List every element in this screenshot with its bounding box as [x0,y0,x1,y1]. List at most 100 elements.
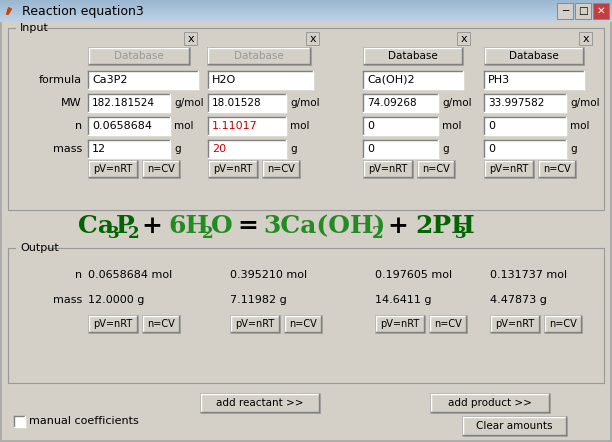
Text: 0.197605 mol: 0.197605 mol [375,270,452,280]
FancyBboxPatch shape [207,47,311,65]
Text: g: g [290,144,297,154]
Text: Input: Input [20,23,49,33]
Polygon shape [208,94,286,112]
Text: pV=nRT: pV=nRT [236,319,275,329]
Text: Reaction equation3: Reaction equation3 [22,4,144,18]
Polygon shape [208,140,286,158]
Text: ✕: ✕ [597,6,605,16]
Polygon shape [484,71,584,89]
Text: pV=nRT: pV=nRT [214,164,253,174]
Text: 2PH: 2PH [415,214,475,238]
Text: mol: mol [570,121,589,131]
Text: mol: mol [442,121,461,131]
FancyBboxPatch shape [575,3,591,19]
Text: n=CV: n=CV [549,319,577,329]
Text: formula: formula [39,75,82,85]
Text: 2: 2 [372,225,384,242]
Text: 2: 2 [202,225,214,242]
Text: 0: 0 [488,121,495,131]
FancyBboxPatch shape [88,160,138,178]
Polygon shape [88,140,170,158]
Text: pV=nRT: pV=nRT [94,164,133,174]
FancyBboxPatch shape [0,8,612,9]
FancyBboxPatch shape [579,32,592,45]
Text: mol: mol [174,121,193,131]
Text: Output: Output [20,243,59,253]
Text: 0: 0 [367,144,374,154]
FancyBboxPatch shape [593,3,609,19]
Text: Clear amounts: Clear amounts [476,421,553,431]
Polygon shape [88,117,170,135]
Text: 0: 0 [367,121,374,131]
Text: H2O: H2O [212,75,236,85]
FancyBboxPatch shape [0,1,612,2]
Text: 182.181524: 182.181524 [92,98,155,108]
Text: 33.997582: 33.997582 [488,98,545,108]
FancyBboxPatch shape [0,2,612,3]
FancyBboxPatch shape [142,160,180,178]
Text: O: O [211,214,233,238]
FancyBboxPatch shape [208,160,258,178]
Text: n: n [75,121,82,131]
FancyBboxPatch shape [0,15,612,16]
Polygon shape [484,117,566,135]
Text: Database: Database [234,51,284,61]
Text: g: g [570,144,577,154]
Text: 0.0658684 mol: 0.0658684 mol [88,270,172,280]
FancyBboxPatch shape [0,20,612,21]
FancyBboxPatch shape [0,16,612,17]
Text: n=CV: n=CV [147,319,175,329]
Text: mass: mass [53,144,82,154]
Text: g/mol: g/mol [290,98,319,108]
Text: n=CV: n=CV [289,319,317,329]
FancyBboxPatch shape [0,7,612,8]
FancyBboxPatch shape [0,13,612,14]
Text: n=CV: n=CV [267,164,295,174]
Polygon shape [208,71,313,89]
FancyBboxPatch shape [430,393,550,413]
Polygon shape [14,416,25,427]
Text: 0.131737 mol: 0.131737 mol [490,270,567,280]
Text: add product >>: add product >> [448,398,532,408]
Text: Ca: Ca [78,214,114,238]
FancyBboxPatch shape [490,315,540,333]
Text: +: + [141,214,162,238]
Text: 2: 2 [128,225,140,242]
Polygon shape [88,71,198,89]
Polygon shape [484,94,566,112]
Text: Ca(OH)2: Ca(OH)2 [367,75,414,85]
Text: 3: 3 [455,225,466,242]
FancyBboxPatch shape [375,315,425,333]
Text: n=CV: n=CV [543,164,571,174]
Text: g/mol: g/mol [174,98,204,108]
Text: manual coefficients: manual coefficients [29,416,139,426]
Text: pV=nRT: pV=nRT [495,319,535,329]
Text: n: n [75,270,82,280]
FancyBboxPatch shape [462,416,567,436]
Text: 18.01528: 18.01528 [212,98,261,108]
Text: x: x [582,34,589,43]
FancyBboxPatch shape [457,32,470,45]
FancyBboxPatch shape [8,248,604,383]
FancyBboxPatch shape [0,4,612,5]
FancyBboxPatch shape [230,315,280,333]
Text: pV=nRT: pV=nRT [368,164,408,174]
Polygon shape [363,71,463,89]
Text: 0: 0 [488,144,495,154]
FancyBboxPatch shape [429,315,467,333]
FancyBboxPatch shape [0,11,612,12]
FancyBboxPatch shape [363,47,463,65]
FancyBboxPatch shape [0,9,612,10]
Text: mol: mol [290,121,310,131]
Text: g/mol: g/mol [570,98,600,108]
Text: Ca3P2: Ca3P2 [92,75,127,85]
Text: =: = [237,214,258,238]
Polygon shape [363,117,438,135]
FancyBboxPatch shape [88,47,190,65]
Text: x: x [187,34,194,43]
FancyBboxPatch shape [0,17,612,18]
FancyBboxPatch shape [284,315,322,333]
Text: add reactant >>: add reactant >> [216,398,304,408]
Text: 20: 20 [212,144,226,154]
Polygon shape [484,140,566,158]
